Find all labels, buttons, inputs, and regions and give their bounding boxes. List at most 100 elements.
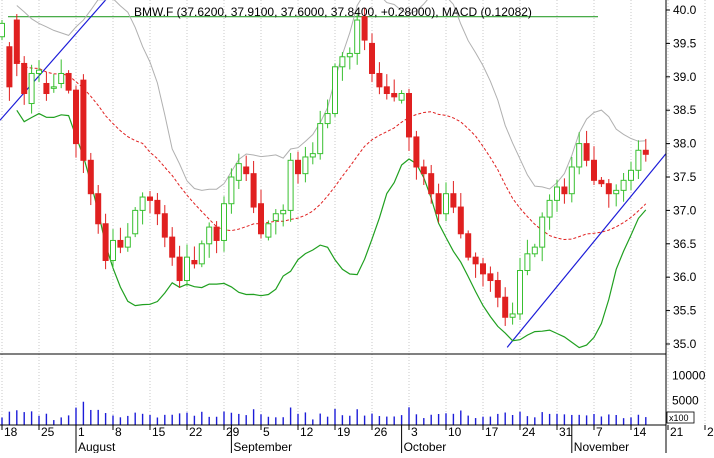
candle-body — [554, 186, 560, 201]
candle-body — [620, 179, 627, 191]
volume-bars — [1, 401, 647, 425]
x-tick-label: 31 — [559, 425, 573, 439]
candle-body — [502, 296, 509, 318]
candle-body — [539, 216, 546, 248]
x-tick-label: 22 — [189, 425, 203, 439]
candle-body — [369, 42, 375, 74]
x-tick-label: 19 — [337, 425, 351, 439]
candle-body — [154, 199, 161, 215]
candle-body — [598, 179, 605, 185]
candle-body — [250, 173, 257, 208]
candle-body — [642, 149, 649, 155]
candle-body — [110, 239, 116, 261]
candle-body — [213, 226, 220, 241]
candle-body — [472, 256, 479, 265]
candle-body — [346, 52, 353, 58]
candle-body — [21, 62, 28, 95]
trend-line-recent — [506, 153, 667, 348]
candle-body — [58, 72, 65, 84]
candle-body — [487, 273, 494, 282]
candle-body — [206, 226, 213, 245]
candle-body — [561, 186, 568, 195]
price-tick-label: 37.0 — [673, 203, 697, 217]
candle-body — [613, 189, 620, 195]
candle-body — [36, 69, 42, 74]
candle-body — [43, 82, 50, 95]
price-tick-label: 38.0 — [673, 137, 697, 151]
price-tick-label: 35.0 — [673, 337, 697, 351]
candle-body — [221, 203, 227, 241]
candle-body — [428, 173, 435, 195]
month-label: September — [233, 440, 292, 453]
candle-body — [147, 196, 153, 201]
candle-body — [169, 236, 176, 258]
candle-body — [339, 56, 346, 68]
x-tick-label: 5 — [263, 425, 270, 439]
candle-body — [0, 22, 5, 38]
candle-body — [161, 213, 168, 238]
candle-body — [583, 143, 590, 161]
candle-body — [420, 166, 427, 175]
candle-body — [139, 196, 146, 211]
candle-body — [413, 136, 420, 168]
indicator-overlays — [0, 0, 667, 349]
candle-body — [28, 72, 35, 105]
candle-body — [302, 156, 309, 175]
candle-body — [80, 79, 87, 161]
month-label: October — [404, 440, 447, 453]
x-tick-label: 12 — [300, 425, 314, 439]
candle-body — [354, 19, 361, 54]
candle-body — [361, 16, 368, 41]
candle-body — [258, 203, 264, 235]
x-tick-label: 1 — [78, 425, 85, 439]
price-tick-label: 38.5 — [673, 103, 697, 117]
candle-body — [13, 19, 20, 64]
candle-body — [184, 256, 190, 282]
price-tick-label: 40.0 — [673, 3, 697, 17]
candle-body — [509, 313, 516, 318]
price-tick-label: 39.5 — [673, 36, 697, 50]
candle-body — [176, 256, 183, 282]
candle-body — [191, 259, 198, 265]
x-tick-label: 26 — [374, 425, 388, 439]
candle-body — [50, 86, 57, 89]
x-tick-label: 15 — [152, 425, 166, 439]
candle-body — [132, 209, 139, 235]
candle-body — [228, 176, 235, 205]
candle-body — [117, 239, 124, 248]
price-tick-label: 39.0 — [673, 70, 697, 84]
candle-body — [272, 213, 279, 221]
candle-body — [87, 159, 94, 195]
x-tick-label: 17 — [485, 425, 499, 439]
candle-body — [265, 223, 272, 238]
x-tick-label: 21 — [670, 425, 684, 439]
candle-body — [443, 193, 449, 215]
x-tick-label: 24 — [522, 425, 536, 439]
candle-body — [287, 159, 294, 211]
x-tick-label: 8 — [115, 425, 122, 439]
candle-body — [406, 93, 412, 138]
month-label: November — [574, 440, 629, 453]
candle-body — [546, 199, 553, 218]
bollinger-upper-line — [16, 0, 646, 191]
candle-body — [124, 236, 131, 248]
candlesticks — [0, 8, 649, 326]
price-tick-label: 37.5 — [673, 170, 697, 184]
x-tick-label: 10 — [448, 425, 462, 439]
candle-body — [480, 263, 486, 275]
candle-body — [605, 183, 612, 195]
x-tick-label: 7 — [596, 425, 603, 439]
bollinger-lower-line — [16, 109, 647, 349]
candle-body — [73, 89, 79, 145]
candle-body — [435, 193, 442, 215]
candle-body — [457, 206, 464, 235]
x-tick-label: 14 — [633, 425, 647, 439]
candle-body — [280, 209, 287, 215]
volume-tick-label: 5000 — [672, 393, 699, 407]
candle-body — [635, 149, 642, 171]
candle-body — [628, 169, 634, 181]
candle-body — [568, 166, 575, 195]
